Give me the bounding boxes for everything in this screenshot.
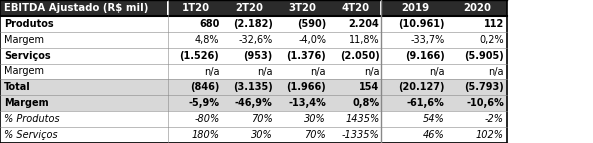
Text: (5.905): (5.905) xyxy=(464,51,504,61)
Text: 4T20: 4T20 xyxy=(342,3,370,13)
Text: 3T20: 3T20 xyxy=(288,3,317,13)
Text: 680: 680 xyxy=(199,19,219,29)
Text: (590): (590) xyxy=(297,19,326,29)
Text: 154: 154 xyxy=(359,82,380,92)
Text: -2%: -2% xyxy=(485,114,504,124)
Text: (20.127): (20.127) xyxy=(398,82,445,92)
Text: (9.166): (9.166) xyxy=(405,51,445,61)
Text: 46%: 46% xyxy=(423,130,445,140)
Text: 102%: 102% xyxy=(476,130,504,140)
Text: (2.182): (2.182) xyxy=(233,19,273,29)
Text: 0,2%: 0,2% xyxy=(479,35,504,45)
Text: 70%: 70% xyxy=(251,114,273,124)
Text: -32,6%: -32,6% xyxy=(238,35,273,45)
Bar xyxy=(0,0,167,16)
Bar xyxy=(169,0,381,16)
Text: 54%: 54% xyxy=(423,114,445,124)
Text: n/a: n/a xyxy=(489,66,504,77)
Text: % Serviços: % Serviços xyxy=(4,130,58,140)
Text: -46,9%: -46,9% xyxy=(235,98,273,108)
Text: -5,9%: -5,9% xyxy=(189,98,219,108)
Bar xyxy=(0,127,507,143)
Bar xyxy=(0,63,507,80)
Text: 70%: 70% xyxy=(304,130,326,140)
Text: (953): (953) xyxy=(244,51,273,61)
Bar xyxy=(0,32,507,48)
Text: 2020: 2020 xyxy=(463,3,492,13)
Text: 2.204: 2.204 xyxy=(349,19,380,29)
Text: 30%: 30% xyxy=(251,130,273,140)
Bar xyxy=(0,95,507,111)
Text: 0,8%: 0,8% xyxy=(352,98,380,108)
Bar xyxy=(0,0,507,143)
Text: EBITDA Ajustado (R$ mil): EBITDA Ajustado (R$ mil) xyxy=(4,3,148,13)
Text: (3.135): (3.135) xyxy=(233,82,273,92)
Bar xyxy=(0,16,507,32)
Text: -80%: -80% xyxy=(194,114,219,124)
Text: n/a: n/a xyxy=(204,66,219,77)
Text: (1.376): (1.376) xyxy=(286,51,326,61)
Text: Margem: Margem xyxy=(4,66,44,77)
Text: 180%: 180% xyxy=(192,130,219,140)
Text: (1.526): (1.526) xyxy=(180,51,219,61)
Text: (5.793): (5.793) xyxy=(464,82,504,92)
Text: n/a: n/a xyxy=(257,66,273,77)
Text: Produtos: Produtos xyxy=(4,19,53,29)
Bar xyxy=(382,0,507,16)
Text: -10,6%: -10,6% xyxy=(466,98,504,108)
Text: Total: Total xyxy=(4,82,31,92)
Bar xyxy=(0,80,507,95)
Bar xyxy=(0,48,507,63)
Text: 1T20: 1T20 xyxy=(181,3,210,13)
Text: n/a: n/a xyxy=(364,66,380,77)
Text: 1435%: 1435% xyxy=(345,114,380,124)
Text: % Produtos: % Produtos xyxy=(4,114,60,124)
Text: (1.966): (1.966) xyxy=(286,82,326,92)
Text: (846): (846) xyxy=(190,82,219,92)
Text: -13,4%: -13,4% xyxy=(288,98,326,108)
Text: 4,8%: 4,8% xyxy=(195,35,219,45)
Text: -33,7%: -33,7% xyxy=(410,35,445,45)
Text: -4,0%: -4,0% xyxy=(298,35,326,45)
Text: 11,8%: 11,8% xyxy=(349,35,380,45)
Text: Margem: Margem xyxy=(4,98,49,108)
Text: -1335%: -1335% xyxy=(342,130,380,140)
Text: 2T20: 2T20 xyxy=(235,3,263,13)
Text: -61,6%: -61,6% xyxy=(407,98,445,108)
Bar xyxy=(0,111,507,127)
Text: 2019: 2019 xyxy=(401,3,429,13)
Text: Margem: Margem xyxy=(4,35,44,45)
Text: 30%: 30% xyxy=(304,114,326,124)
Text: (10.961): (10.961) xyxy=(398,19,445,29)
Text: (2.050): (2.050) xyxy=(340,51,380,61)
Text: 112: 112 xyxy=(484,19,504,29)
Text: n/a: n/a xyxy=(311,66,326,77)
Text: Serviços: Serviços xyxy=(4,51,50,61)
Text: n/a: n/a xyxy=(429,66,445,77)
